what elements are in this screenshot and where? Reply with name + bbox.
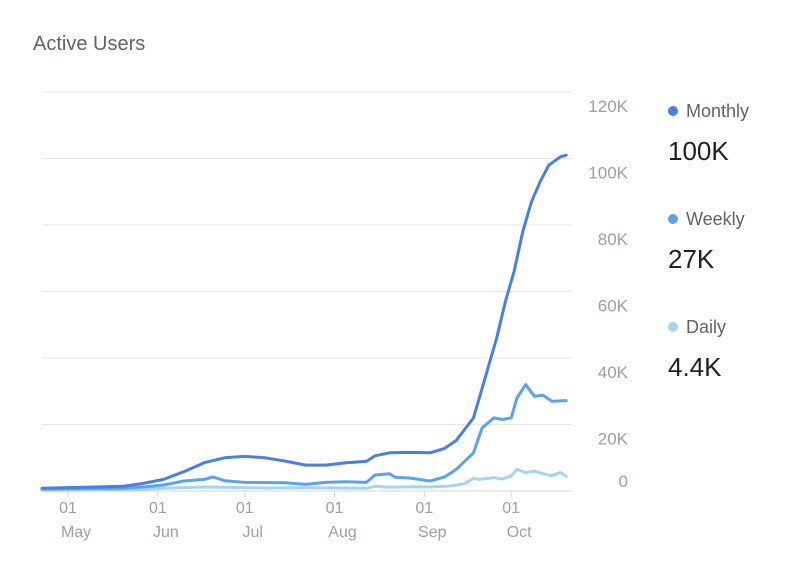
y-tick-label: 0 [619,472,628,491]
x-tick-label: 01 [502,500,520,517]
series-line-monthly [40,153,568,490]
y-tick-label: 40K [598,363,629,382]
monthly-dot-icon [668,106,678,116]
x-tick-label: 01 [236,500,254,517]
series-line-daily [40,467,568,492]
series-line-weekly [40,383,568,491]
x-tick-label: 01 [149,500,167,517]
x-tick-label: 01 [59,500,77,517]
legend-label-weekly: Weekly [686,208,745,229]
legend-label-daily: Daily [686,316,727,337]
series-lines [40,153,568,492]
legend-label-monthly: Monthly [686,100,750,121]
legend-item-daily[interactable]: Daily 4.4K [668,314,788,388]
legend-item-monthly[interactable]: Monthly 100K [668,98,788,172]
x-tick-label: Jul [243,524,263,541]
y-tick-label: 80K [598,230,629,249]
grid-lines [42,91,572,492]
legend-value-daily: 4.4K [668,352,722,382]
x-tick-label: 01 [415,500,433,517]
x-axis-ticks: 01 May 01 Jun 01 Jul 01 Aug 01 Sep 01 Oct [59,491,532,541]
legend-value-weekly: 27K [668,244,715,274]
legend-item-weekly[interactable]: Weekly 27K [668,206,788,280]
x-tick-label: Aug [328,524,356,541]
chart-title: Active Users [33,33,146,55]
weekly-dot-icon [668,214,678,224]
x-tick-label: 01 [326,500,344,517]
x-tick-label: May [61,524,91,541]
x-tick-label: Oct [507,524,532,541]
y-axis-ticks: 0 20K 40K 60K 80K 100K 120K [588,97,628,491]
daily-dot-icon [668,322,678,332]
y-tick-label: 20K [598,430,629,449]
y-tick-label: 100K [588,164,628,183]
legend-value-monthly: 100K [668,136,729,166]
y-tick-label: 120K [588,97,628,116]
legend: Monthly 100K Weekly 27K Daily 4.4K [668,98,788,422]
x-tick-label: Jun [153,524,179,541]
y-tick-label: 60K [598,297,629,316]
x-tick-label: Sep [418,524,447,541]
